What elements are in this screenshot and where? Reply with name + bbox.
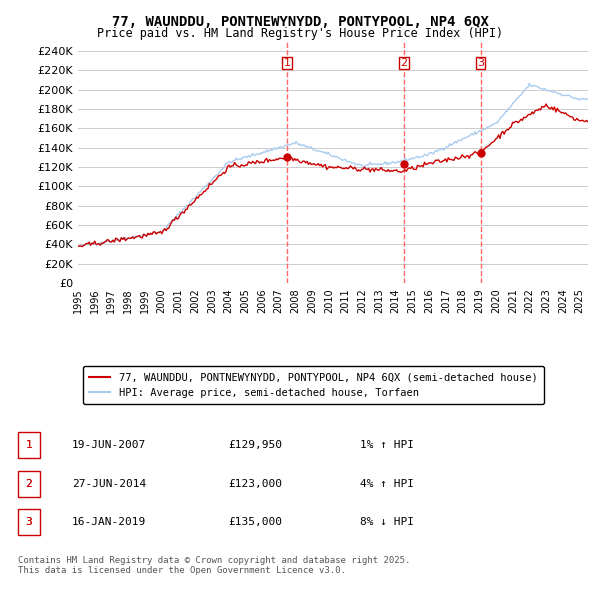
Text: 1: 1 (25, 441, 32, 450)
Text: Price paid vs. HM Land Registry's House Price Index (HPI): Price paid vs. HM Land Registry's House … (97, 27, 503, 40)
Text: 1: 1 (25, 441, 32, 450)
Text: 1: 1 (284, 58, 290, 68)
Text: 2: 2 (25, 479, 32, 489)
Legend: 77, WAUNDDU, PONTNEWYNYDD, PONTYPOOL, NP4 6QX (semi-detached house), HPI: Averag: 77, WAUNDDU, PONTNEWYNYDD, PONTYPOOL, NP… (83, 366, 544, 404)
Text: 3: 3 (25, 517, 32, 527)
Text: 2: 2 (25, 479, 32, 489)
Text: £129,950: £129,950 (228, 441, 282, 450)
Text: 77, WAUNDDU, PONTNEWYNYDD, PONTYPOOL, NP4 6QX: 77, WAUNDDU, PONTNEWYNYDD, PONTYPOOL, NP… (112, 15, 488, 29)
Text: Contains HM Land Registry data © Crown copyright and database right 2025.
This d: Contains HM Land Registry data © Crown c… (18, 556, 410, 575)
Text: £123,000: £123,000 (228, 479, 282, 489)
Text: 3: 3 (477, 58, 484, 68)
Text: 27-JUN-2014: 27-JUN-2014 (72, 479, 146, 489)
Text: 8% ↓ HPI: 8% ↓ HPI (360, 517, 414, 527)
Text: £135,000: £135,000 (228, 517, 282, 527)
Text: 19-JUN-2007: 19-JUN-2007 (72, 441, 146, 450)
Text: 4% ↑ HPI: 4% ↑ HPI (360, 479, 414, 489)
Text: 3: 3 (25, 517, 32, 527)
Text: 2: 2 (401, 58, 407, 68)
Text: 1% ↑ HPI: 1% ↑ HPI (360, 441, 414, 450)
Text: 16-JAN-2019: 16-JAN-2019 (72, 517, 146, 527)
